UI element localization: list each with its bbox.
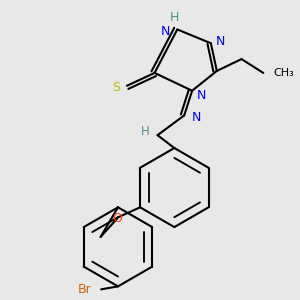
Text: O: O (112, 212, 122, 225)
Text: H: H (169, 11, 179, 24)
Text: S: S (112, 81, 120, 94)
Text: N: N (197, 89, 206, 102)
Text: CH₃: CH₃ (273, 68, 294, 78)
Text: H: H (141, 125, 150, 138)
Text: Br: Br (78, 283, 91, 296)
Text: N: N (192, 111, 202, 124)
Text: N: N (216, 35, 225, 48)
Text: N: N (161, 25, 170, 38)
